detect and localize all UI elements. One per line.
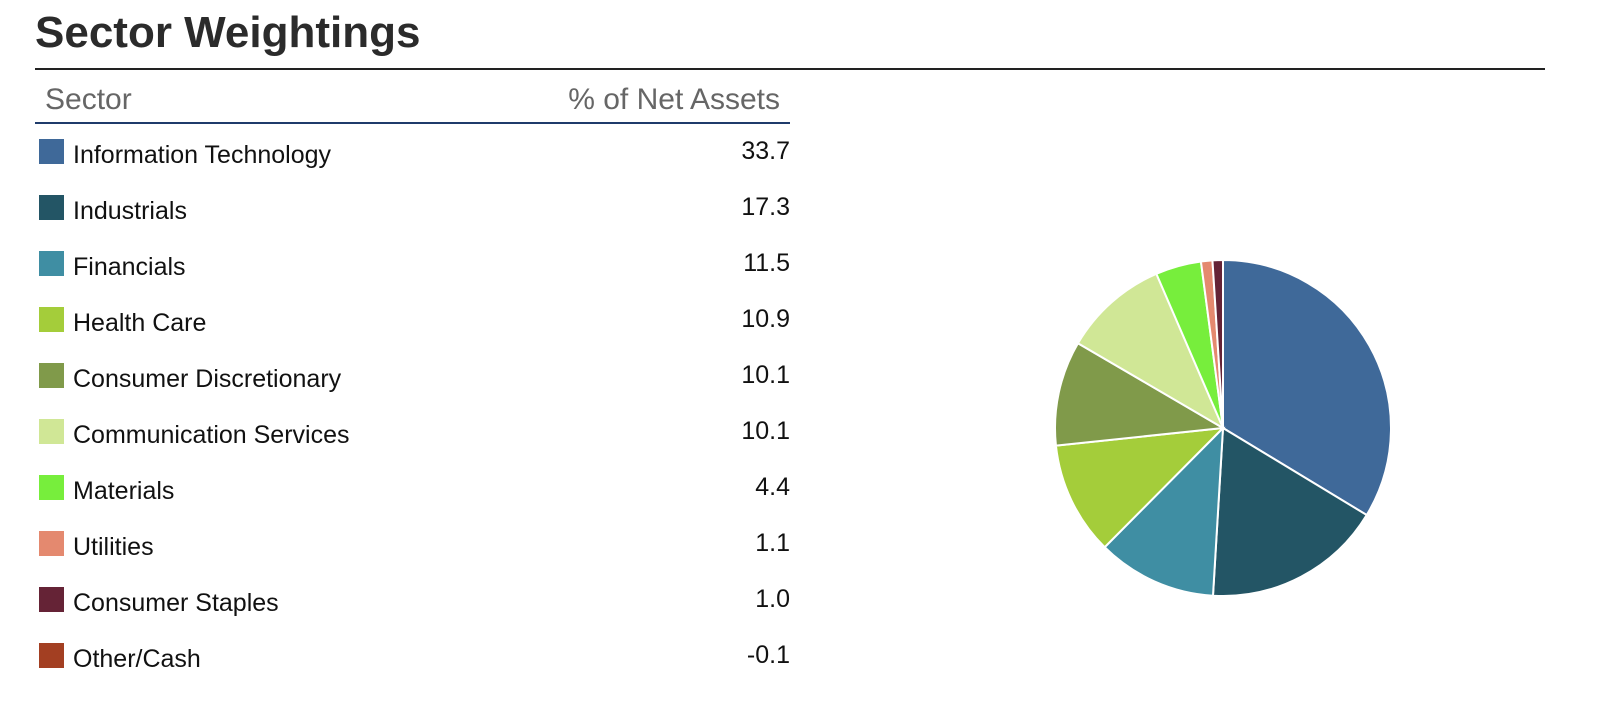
sector-label: Communication Services <box>73 421 350 449</box>
header-sector: Sector <box>45 83 132 116</box>
legend-swatch <box>39 531 64 556</box>
table-row: Utilities 1.1 <box>35 516 790 572</box>
pie-slice-communication-services <box>1076 272 1226 431</box>
table-row: Health Care 10.9 <box>35 292 790 348</box>
pie-chart <box>1040 245 1406 611</box>
sector-value: -0.1 <box>746 641 790 669</box>
sector-table: Sector % of Net Assets Information Techn… <box>35 80 790 684</box>
sector-value: 4.4 <box>755 473 790 501</box>
sector-label: Industrials <box>73 197 187 225</box>
table-row: Materials 4.4 <box>35 460 790 516</box>
table-row: Financials 11.5 <box>35 236 790 292</box>
pie-slice-consumer-staples <box>1211 258 1224 429</box>
sector-value: 10.1 <box>741 361 790 389</box>
legend-swatch <box>39 139 64 164</box>
legend-swatch <box>39 195 64 220</box>
legend-swatch <box>39 587 64 612</box>
table-body: Information Technology 33.7 Industrials 17.… <box>35 124 790 684</box>
sector-label: Other/Cash <box>73 645 201 673</box>
title-divider <box>35 68 1545 70</box>
legend-swatch <box>39 307 64 332</box>
legend-swatch <box>39 475 64 500</box>
sector-value: 1.0 <box>755 585 790 613</box>
table-row: Consumer Discretionary 10.1 <box>35 348 790 404</box>
sector-label: Financials <box>73 253 186 281</box>
header-pct-net-assets: % of Net Assets <box>568 83 780 116</box>
legend-swatch <box>39 419 64 444</box>
sector-value: 10.9 <box>741 305 790 333</box>
table-header: Sector % of Net Assets <box>35 80 790 124</box>
sector-value: 1.1 <box>755 529 790 557</box>
table-row: Other/Cash -0.1 <box>35 628 790 684</box>
table-row: Information Technology 33.7 <box>35 124 790 180</box>
legend-swatch <box>39 363 64 388</box>
pie-slice-consumer-discretionary <box>1054 341 1227 447</box>
table-row: Industrials 17.3 <box>35 180 790 236</box>
sector-label: Health Care <box>73 309 207 337</box>
sector-value: 33.7 <box>741 137 790 165</box>
pie-slice-industrials <box>1211 426 1369 597</box>
sector-value: 11.5 <box>743 249 790 277</box>
legend-swatch <box>39 251 64 276</box>
legend-swatch <box>39 643 64 668</box>
sector-label: Information Technology <box>73 141 332 169</box>
pie-chart-svg <box>1054 258 1392 597</box>
page-title: Sector Weightings <box>35 8 421 57</box>
table-row: Communication Services 10.1 <box>35 404 790 460</box>
sector-label: Utilities <box>73 533 154 561</box>
pie-slice-information-technology <box>1222 258 1392 517</box>
sector-value: 10.1 <box>741 417 790 445</box>
sector-label: Materials <box>73 477 175 505</box>
pie-slice-financials <box>1103 425 1225 597</box>
sector-value: 17.3 <box>741 193 790 221</box>
pie-slice-health-care <box>1054 426 1226 549</box>
sector-label: Consumer Discretionary <box>73 365 342 393</box>
table-row: Consumer Staples 1.0 <box>35 572 790 628</box>
sector-label: Consumer Staples <box>73 589 279 617</box>
